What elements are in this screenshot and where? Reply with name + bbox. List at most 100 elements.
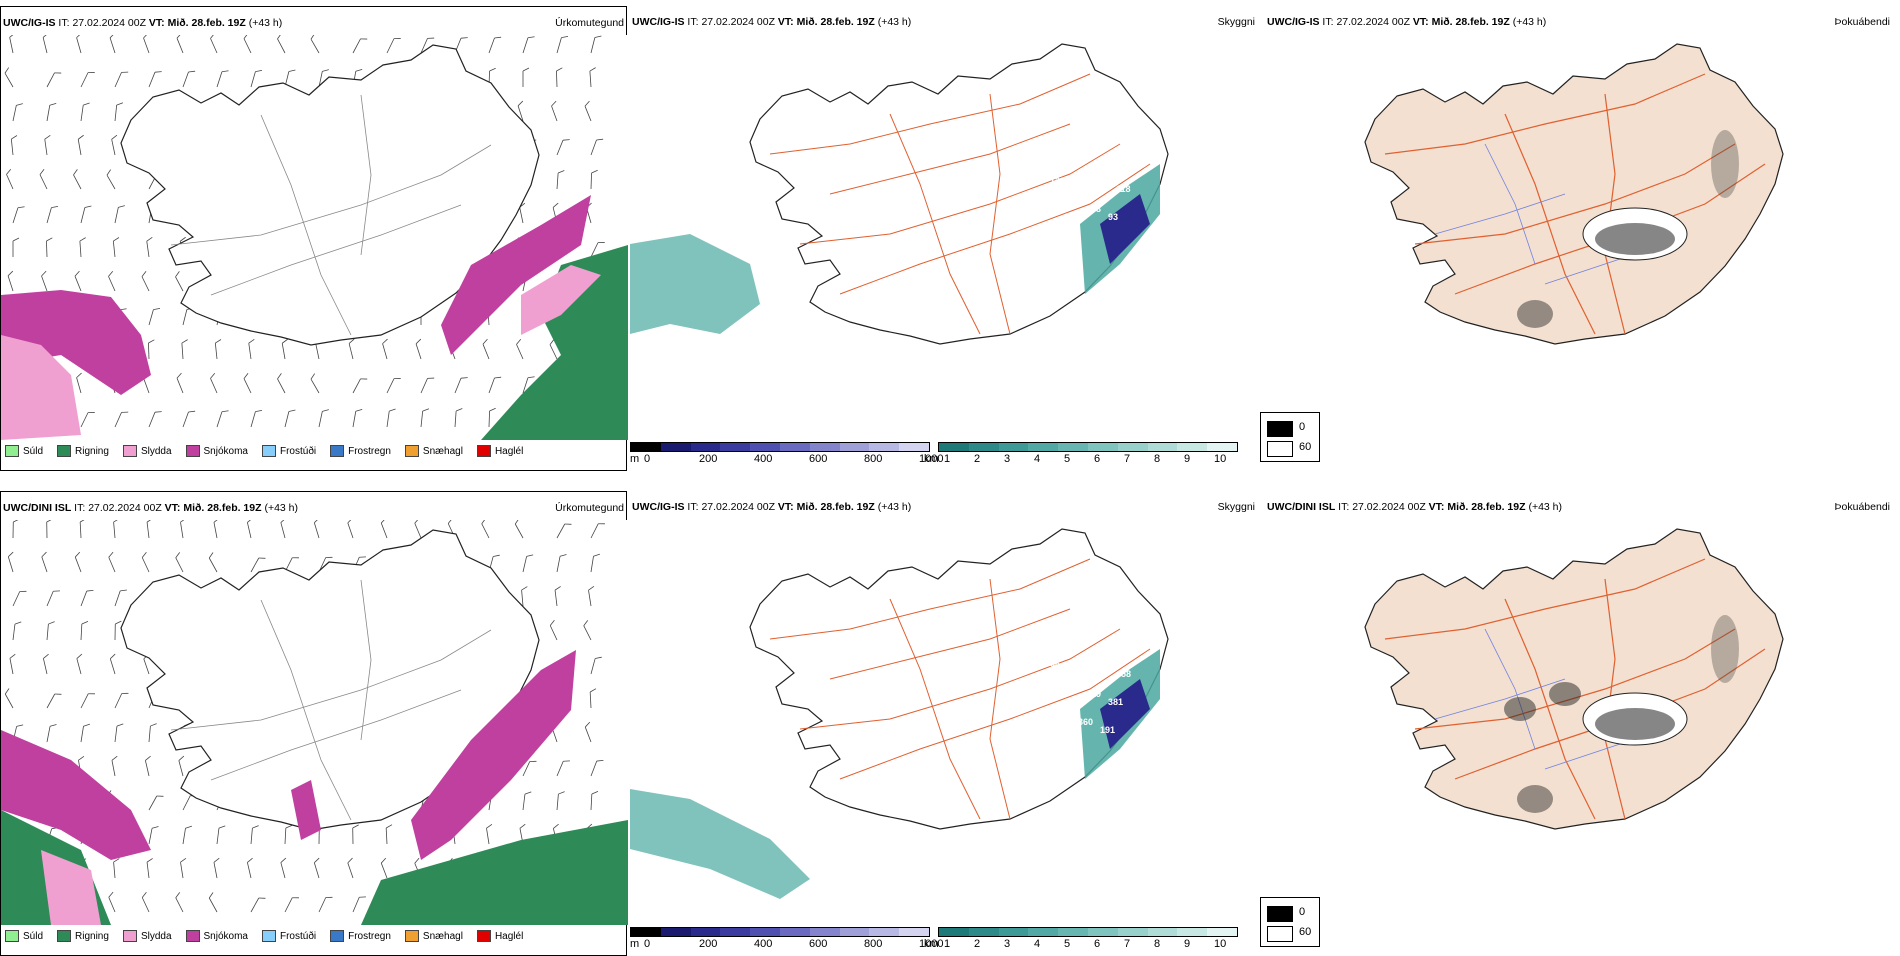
visibility-panel: UWC/IG-IS IT: 27.02.2024 00Z VT: Mið. 28… — [630, 491, 1257, 956]
visibility-label: 225 — [1042, 204, 1057, 214]
visibility-label: 281 — [1026, 745, 1041, 755]
visibility-label: 93 — [1108, 212, 1118, 222]
colorbar-strip — [630, 927, 930, 937]
legend-item: Haglél — [477, 445, 523, 457]
legend-label: Slydda — [141, 446, 172, 457]
legend-item: Frostúði — [262, 930, 316, 942]
fog-map — [1265, 519, 1892, 924]
fog-map — [1265, 34, 1892, 439]
lead-time: (+43 h) — [878, 501, 912, 513]
visibility-panel: UWC/IG-IS IT: 27.02.2024 00Z VT: Mið. 28… — [630, 6, 1257, 471]
visibility-label: 360 — [1078, 717, 1093, 727]
it-value: 27.02.2024 00Z — [701, 501, 775, 513]
colorbar-tick: 4 — [1034, 453, 1040, 465]
legend-item: Frostregn — [330, 445, 391, 457]
it-label: IT: — [74, 502, 85, 514]
legend-swatch — [123, 445, 137, 457]
fog-index-mid — [1711, 130, 1739, 198]
panel-label: Úrkomutegund — [555, 502, 624, 514]
vt-value: Mið. 28.feb. 19Z — [1432, 16, 1510, 28]
model-name: UWC/IG-IS — [632, 16, 685, 28]
panel-title: UWC/IG-IS IT: 27.02.2024 00Z VT: Mið. 28… — [632, 501, 911, 513]
legend-swatch — [477, 930, 491, 942]
colorbar-unit: m — [630, 938, 639, 950]
legend-swatch — [262, 445, 276, 457]
colorbar-tick: 9 — [1184, 453, 1190, 465]
vt-label: VT: — [1413, 16, 1429, 28]
precip-header: UWC/IG-IS IT: 27.02.2024 00Z VT: Mið. 28… — [1, 17, 626, 33]
fog-index-panel: UWC/DINI ISL IT: 27.02.2024 00Z VT: Mið.… — [1265, 491, 1892, 956]
legend-label: Rigning — [75, 446, 109, 457]
visibility-label: 99 — [1050, 661, 1060, 671]
lead-time: (+43 h) — [1513, 16, 1547, 28]
legend-label: Súld — [23, 446, 43, 457]
colorbar-tick: 5 — [1064, 453, 1070, 465]
vt-label: VT: — [149, 17, 165, 29]
vt-label: VT: — [778, 16, 794, 28]
colorbar-tick: 0 — [644, 453, 650, 465]
it-value: 27.02.2024 00Z — [88, 502, 162, 514]
visibility-label: 263 — [1064, 212, 1079, 222]
panel-title: UWC/IG-IS IT: 27.02.2024 00Z VT: Mið. 28… — [1267, 16, 1546, 28]
legend-swatch — [186, 445, 200, 457]
vt-value: Mið. 28.feb. 19Z — [183, 502, 261, 514]
panel-title: UWC/DINI ISL IT: 27.02.2024 00Z VT: Mið.… — [3, 502, 298, 514]
fog-legend-low: 0 — [1299, 906, 1305, 918]
legend-item: Rigning — [57, 445, 109, 457]
legend-item: Haglél — [477, 930, 523, 942]
colorbar-tick: 3 — [1004, 453, 1010, 465]
legend-item: Snjókoma — [186, 930, 248, 942]
legend-label: Snjókoma — [204, 446, 248, 457]
fog-legend-swatch-high — [1267, 926, 1293, 942]
fog-index-high — [1595, 708, 1675, 740]
fog-legend-swatch-low — [1267, 906, 1293, 922]
colorbar-tick: 2 — [974, 938, 980, 950]
fog-index-high — [1517, 300, 1553, 328]
it-value: 27.02.2024 00Z — [72, 17, 146, 29]
fog-index-high — [1595, 223, 1675, 255]
lead-time: (+43 h) — [878, 16, 912, 28]
legend-item: Snæhagl — [405, 930, 463, 942]
legend-label: Frostregn — [348, 446, 391, 457]
colorbar-tick: 200 — [699, 938, 717, 950]
precip-header: UWC/DINI ISL IT: 27.02.2024 00Z VT: Mið.… — [1, 502, 626, 518]
colorbar-tick: 1 — [944, 453, 950, 465]
vt-label: VT: — [1429, 501, 1445, 513]
precip-type-panel: UWC/DINI ISL IT: 27.02.2024 00Z VT: Mið.… — [0, 491, 627, 956]
colorbar-tick: 600 — [809, 938, 827, 950]
legend-swatch — [262, 930, 276, 942]
legend-label: Rigning — [75, 931, 109, 942]
fog-legend-swatch-high — [1267, 441, 1293, 457]
panel-label: Skyggni — [1218, 16, 1255, 28]
colorbar-unit: km — [924, 938, 939, 950]
vt-value: Mið. 28.feb. 19Z — [168, 17, 246, 29]
colorbar-tick: 7 — [1124, 938, 1130, 950]
legend-swatch — [5, 930, 19, 942]
model-name: UWC/IG-IS — [3, 17, 56, 29]
vt-value: Mið. 28.feb. 19Z — [797, 16, 875, 28]
it-label: IT: — [687, 16, 698, 28]
visibility-label: 274 — [1094, 661, 1109, 671]
colorbar-unit: m — [630, 453, 639, 465]
panel-label: Þokuábendi — [1835, 501, 1890, 513]
it-label: IT: — [687, 501, 698, 513]
fog-index-high — [1517, 785, 1553, 813]
legend-label: Snjókoma — [204, 931, 248, 942]
panel-label: Þokuábendi — [1835, 16, 1890, 28]
visibility-header: UWC/IG-IS IT: 27.02.2024 00Z VT: Mið. 28… — [630, 16, 1257, 32]
colorbar-tick: 200 — [699, 453, 717, 465]
model-name: UWC/IG-IS — [632, 501, 685, 513]
it-label: IT: — [1338, 501, 1349, 513]
panel-label: Skyggni — [1218, 501, 1255, 513]
legend-swatch — [477, 445, 491, 457]
it-value: 27.02.2024 00Z — [701, 16, 775, 28]
lead-time: (+43 h) — [249, 17, 283, 29]
lead-time: (+43 h) — [264, 502, 298, 514]
colorbar-tick: 600 — [809, 453, 827, 465]
colorbar-tick: 3 — [1004, 938, 1010, 950]
